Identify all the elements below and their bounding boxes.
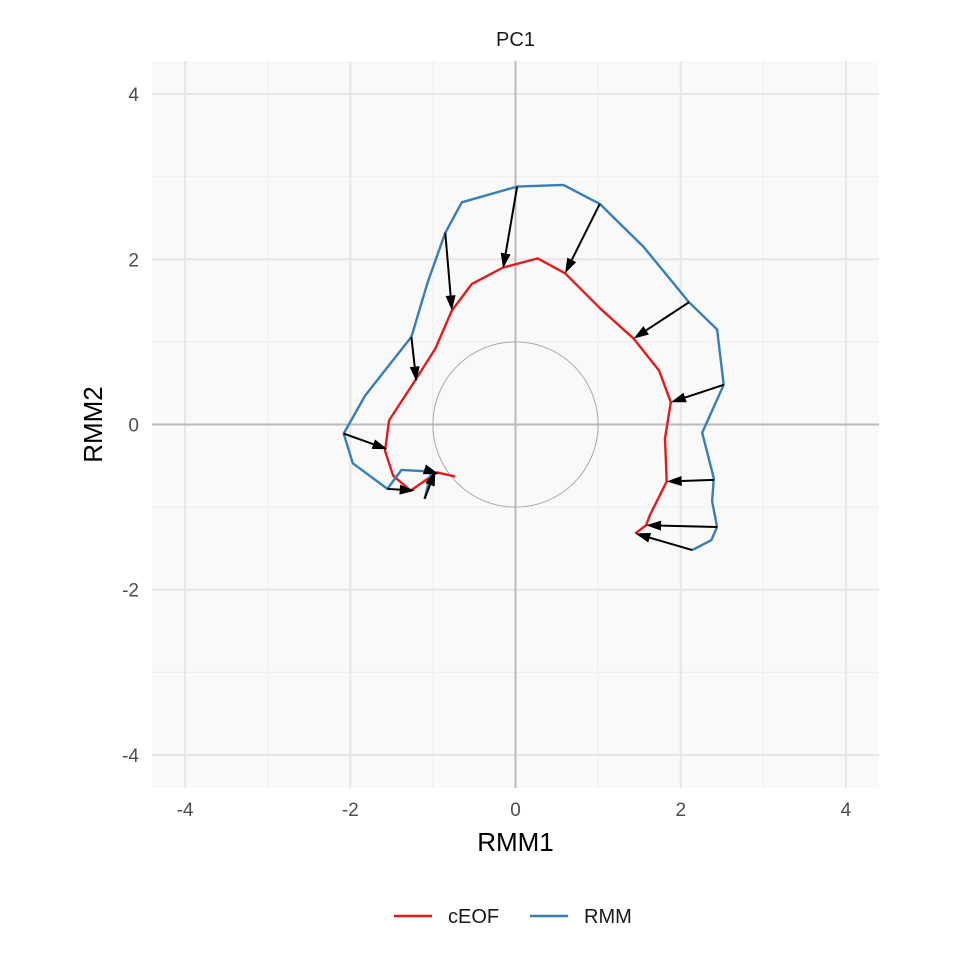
panel-title: PC1 bbox=[496, 29, 535, 51]
x-tick-label: 4 bbox=[841, 800, 852, 821]
legend: cEOF RMM bbox=[394, 906, 632, 928]
arrow bbox=[565, 203, 601, 274]
arrow bbox=[646, 520, 718, 531]
y-tick-label: -2 bbox=[122, 581, 139, 602]
arrow bbox=[635, 532, 693, 552]
series-layer bbox=[342, 183, 725, 552]
reference-circle bbox=[432, 341, 599, 508]
arrow bbox=[670, 383, 724, 403]
x-tick-label: -2 bbox=[342, 800, 359, 821]
x-tick-labels: -4 -2 0 2 4 bbox=[177, 800, 852, 821]
y-tick-label: 0 bbox=[128, 416, 139, 437]
y-tick-label: -4 bbox=[122, 746, 139, 767]
series-line-ceof bbox=[383, 257, 672, 535]
legend-label-rmm: RMM bbox=[584, 906, 632, 928]
arrow bbox=[666, 475, 714, 486]
x-axis-title: RMM1 bbox=[477, 827, 554, 857]
series-line-rmm bbox=[342, 183, 725, 552]
arrow-layer bbox=[343, 186, 724, 552]
arrow bbox=[387, 484, 415, 495]
y-tick-label: 2 bbox=[128, 250, 139, 271]
arrow bbox=[633, 301, 690, 339]
zero-lines bbox=[152, 61, 879, 788]
y-axis-title: RMM2 bbox=[78, 386, 108, 463]
arrow bbox=[422, 464, 439, 475]
x-tick-label: 2 bbox=[675, 800, 686, 821]
arrow bbox=[409, 336, 420, 382]
arrow bbox=[500, 186, 519, 269]
x-tick-label: 0 bbox=[510, 800, 521, 821]
arrow bbox=[423, 470, 436, 500]
arrow bbox=[343, 432, 388, 450]
x-tick-label: -4 bbox=[177, 800, 194, 821]
y-tick-labels: -4 -2 0 2 4 bbox=[122, 85, 139, 767]
y-tick-label: 4 bbox=[128, 85, 139, 106]
legend-label-ceof: cEOF bbox=[448, 906, 499, 928]
arrow bbox=[444, 232, 456, 311]
